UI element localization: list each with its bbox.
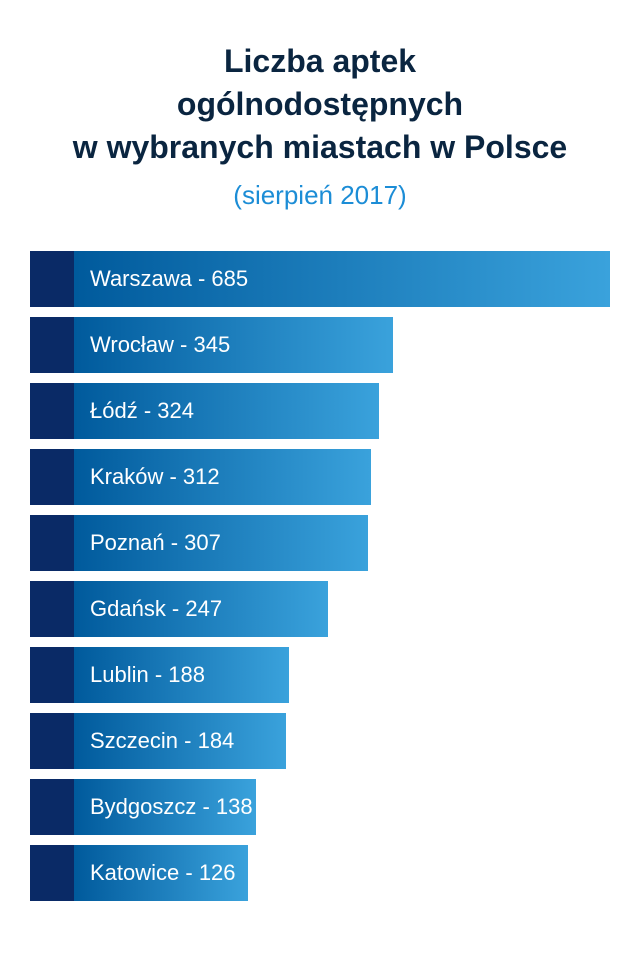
bar: Bydgoszcz - 138 — [74, 779, 256, 835]
bar-chart: Warszawa - 685 Wrocław - 345 Łódź - 324 Kra… — [30, 251, 610, 901]
chart-container: Liczba aptek ogólnodostępnych w wybranyc… — [0, 0, 640, 941]
bar: Szczecin - 184 — [74, 713, 286, 769]
title-line-1: Liczba aptek — [30, 40, 610, 83]
bar-row: Lublin - 188 — [30, 647, 610, 703]
bar-stub — [30, 713, 74, 769]
chart-subtitle: (sierpień 2017) — [30, 180, 610, 211]
bar-stub — [30, 845, 74, 901]
bar: Wrocław - 345 — [74, 317, 393, 373]
bar-label: Łódź - 324 — [90, 398, 194, 424]
title-line-3: w wybranych miastach w Polsce — [30, 126, 610, 169]
bar: Warszawa - 685 — [74, 251, 610, 307]
bar: Kraków - 312 — [74, 449, 371, 505]
bar-label: Szczecin - 184 — [90, 728, 234, 754]
bar-row: Szczecin - 184 — [30, 713, 610, 769]
bar-label: Warszawa - 685 — [90, 266, 248, 292]
bar-label: Wrocław - 345 — [90, 332, 230, 358]
bar-label: Kraków - 312 — [90, 464, 220, 490]
bar-stub — [30, 779, 74, 835]
bar-label: Gdańsk - 247 — [90, 596, 222, 622]
bar-label: Poznań - 307 — [90, 530, 221, 556]
bar-row: Poznań - 307 — [30, 515, 610, 571]
bar: Gdańsk - 247 — [74, 581, 328, 637]
bar-row: Warszawa - 685 — [30, 251, 610, 307]
bar-row: Gdańsk - 247 — [30, 581, 610, 637]
bar: Poznań - 307 — [74, 515, 368, 571]
bar-row: Wrocław - 345 — [30, 317, 610, 373]
bar-label: Lublin - 188 — [90, 662, 205, 688]
bar: Katowice - 126 — [74, 845, 248, 901]
bar: Lublin - 188 — [74, 647, 289, 703]
bar-row: Łódź - 324 — [30, 383, 610, 439]
bar-stub — [30, 383, 74, 439]
bar-stub — [30, 449, 74, 505]
bar-stub — [30, 647, 74, 703]
bar-stub — [30, 515, 74, 571]
bar-stub — [30, 581, 74, 637]
bar-row: Katowice - 126 — [30, 845, 610, 901]
bar-stub — [30, 317, 74, 373]
title-line-2: ogólnodostępnych — [30, 83, 610, 126]
bar-row: Bydgoszcz - 138 — [30, 779, 610, 835]
bar-label: Katowice - 126 — [90, 860, 236, 886]
bar-row: Kraków - 312 — [30, 449, 610, 505]
bar: Łódź - 324 — [74, 383, 379, 439]
bar-stub — [30, 251, 74, 307]
chart-title: Liczba aptek ogólnodostępnych w wybranyc… — [30, 40, 610, 170]
bar-label: Bydgoszcz - 138 — [90, 794, 253, 820]
